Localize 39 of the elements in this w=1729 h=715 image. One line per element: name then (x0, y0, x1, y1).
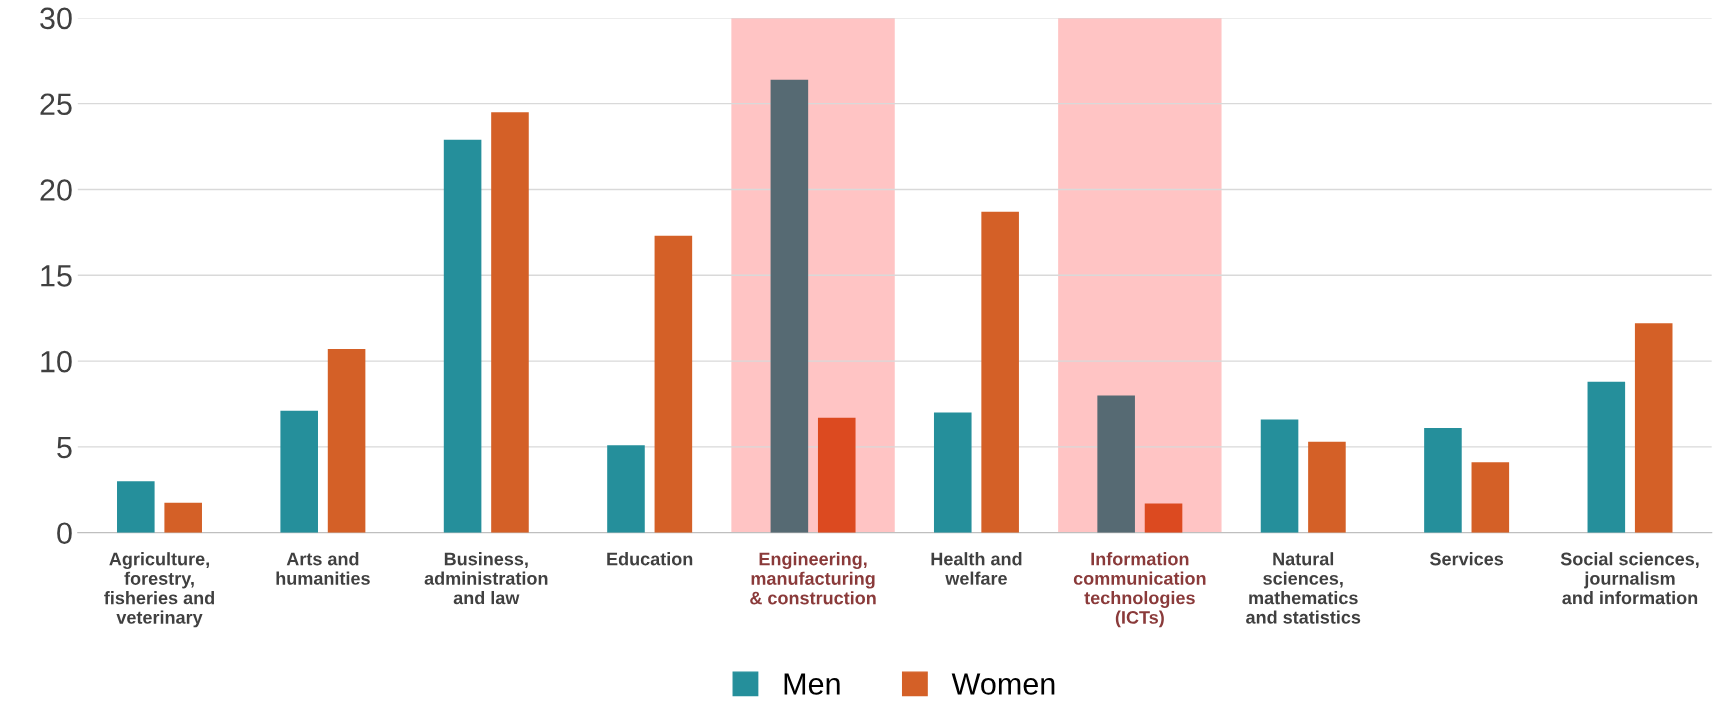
x-tick-label: Natural sciences, mathematics and statistics (1246, 552, 1361, 624)
bar (1634, 323, 1673, 533)
bar (817, 417, 856, 533)
bar (1308, 441, 1346, 533)
x-tick-label: Arts and humanities (276, 552, 370, 585)
y-tick-label: 25 (40, 93, 72, 116)
x-tick-label: Services (1430, 552, 1504, 566)
legend-label: Men (784, 673, 840, 695)
x-tick-label: Engineering, manufacturing & construction (750, 552, 876, 605)
y-tick-label: 20 (40, 179, 72, 201)
bar (654, 235, 693, 533)
x-tick-label: Agriculture, forestry, fisheries and veterinary (104, 552, 215, 628)
bar (280, 410, 318, 533)
bar (933, 412, 972, 533)
legend-label: Women (951, 673, 1055, 695)
bar (1260, 419, 1299, 533)
bar (1144, 503, 1183, 533)
bar (1097, 395, 1135, 533)
bar (1471, 462, 1510, 533)
bar (327, 349, 366, 533)
bar (770, 79, 809, 533)
bar (1424, 428, 1462, 533)
y-tick-label: 0 (57, 522, 72, 545)
bar (491, 112, 529, 533)
y-tick-label: 15 (41, 265, 72, 287)
bar (164, 502, 202, 533)
x-tick-label: Social sciences, journalism and information (1560, 552, 1699, 605)
bar (981, 211, 1019, 533)
y-tick-label: 30 (40, 7, 72, 30)
bar (443, 139, 482, 533)
bar (117, 481, 155, 533)
x-tick-label: Health and welfare (931, 552, 1022, 585)
bar (1587, 381, 1626, 533)
y-tick-label: 10 (41, 350, 72, 373)
x-tick-label: Information communication technologies (ICTs) (1073, 552, 1206, 628)
x-tick-label: Education (607, 552, 693, 566)
bar (607, 445, 645, 533)
y-tick-label: 5 (57, 436, 72, 459)
x-tick-label: Business, administration and law (424, 552, 548, 605)
